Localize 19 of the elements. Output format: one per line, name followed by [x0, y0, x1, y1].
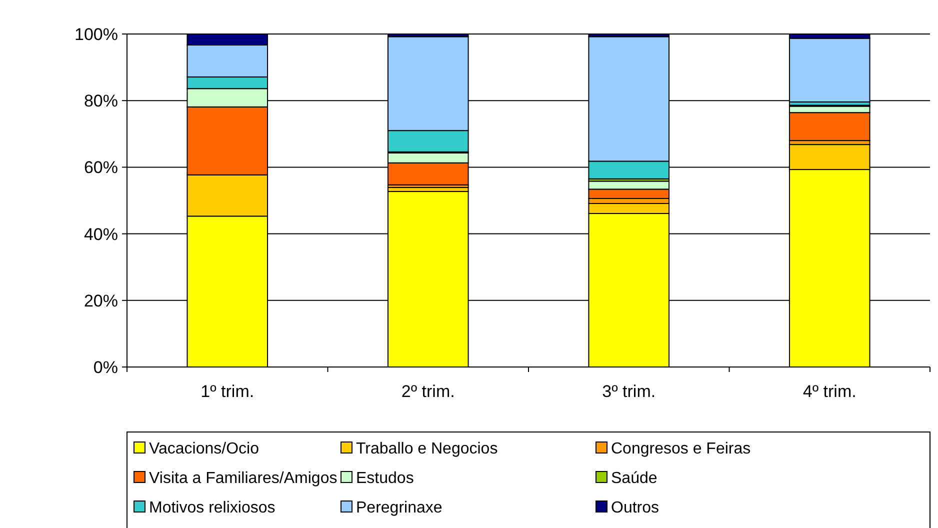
- y-tick-label: 80%: [84, 92, 118, 111]
- x-tick-label: 3º trim.: [602, 382, 656, 401]
- legend-label: Congresos e Feiras: [611, 440, 751, 458]
- legend-label: Vacacions/Ocio: [149, 440, 260, 458]
- legend-label: Peregrinaxe: [356, 500, 442, 517]
- legend-label: Visita a Familiares/Amigos: [149, 470, 338, 488]
- legend-label: Outros: [611, 500, 660, 517]
- x-tick-label: 2º trim.: [401, 382, 455, 401]
- x-tick-label: 4º trim.: [802, 382, 856, 401]
- x-tick-label: 1º trim.: [200, 382, 254, 401]
- legend-label: Traballo e Negocios: [356, 440, 498, 458]
- legend-label: Estudos: [356, 470, 414, 488]
- y-tick-label: 100%: [74, 24, 118, 44]
- legend-label: Motivos relixiosos: [149, 500, 276, 517]
- legend-label: Saúde: [611, 470, 658, 488]
- y-tick-label: 40%: [84, 224, 118, 244]
- y-tick-label: 60%: [84, 158, 118, 178]
- y-tick-label: 20%: [84, 291, 118, 310]
- y-tick-label: 0%: [93, 358, 118, 377]
